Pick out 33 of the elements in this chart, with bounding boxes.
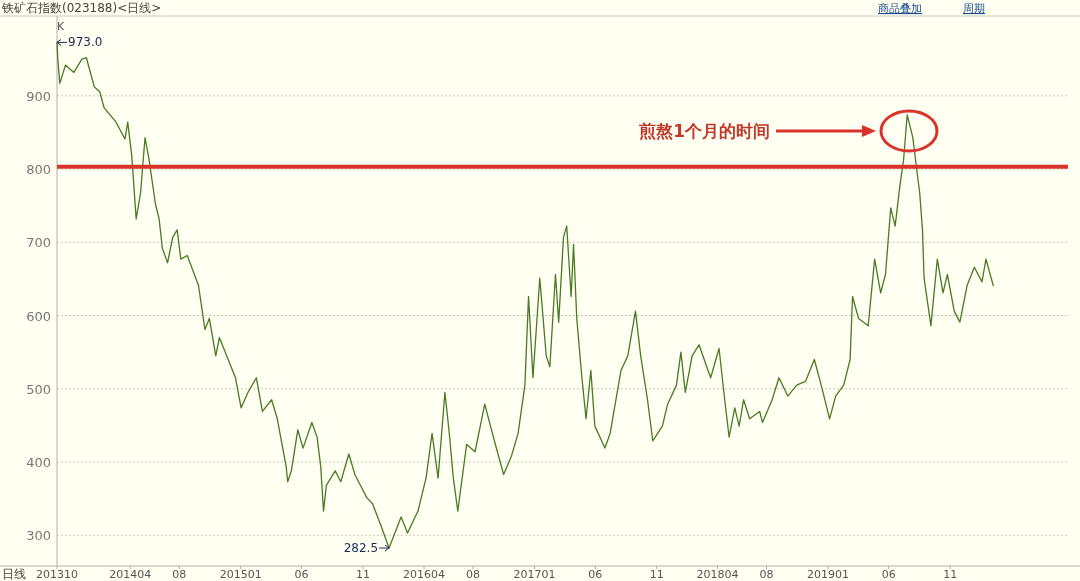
annotation: 商品叠加	[878, 2, 922, 15]
annotation: 282.5	[343, 541, 379, 556]
x-tick-label: 11	[943, 568, 958, 581]
x-tick-label: 11	[355, 568, 370, 581]
title: 铁矿石指数(023188)<日线>	[2, 1, 162, 15]
x-tick-label: 08	[759, 568, 774, 581]
x-tick-label: 06	[881, 568, 896, 581]
x-tick-label: 201604	[403, 568, 446, 581]
x-tick-label: 201404	[109, 568, 152, 581]
annotation: 日线	[2, 567, 26, 581]
x-tick-label: 201901	[807, 568, 850, 581]
x-tick-label: 08	[466, 568, 481, 581]
x-tick-label: 201701	[513, 568, 556, 581]
annotation: 973.0	[68, 35, 103, 50]
y-tick-label: 400	[26, 455, 51, 471]
annotation: 周期	[963, 2, 985, 15]
x-tick-label: 06	[294, 568, 309, 581]
annotation: 973.0	[56, 35, 103, 50]
y-tick-label: 800	[26, 162, 51, 178]
x-tick-label: 06	[588, 568, 603, 581]
annotation: 282.5	[343, 541, 390, 556]
annotation: 煎熬1个月的时间	[639, 121, 770, 141]
x-tick-label: 11	[649, 568, 664, 581]
x-tick-label: 201501	[219, 568, 262, 581]
y-tick-label: 900	[26, 88, 51, 104]
x-tick-label: 08	[172, 568, 187, 581]
annotation: K	[57, 20, 65, 33]
y-tick-label: 500	[26, 381, 51, 397]
x-tick-label: 201804	[696, 568, 739, 581]
x-tick-label: 201310	[36, 568, 78, 581]
y-tick-label: 300	[26, 528, 51, 544]
y-tick-label: 700	[26, 235, 51, 251]
y-tick-label: 600	[26, 308, 51, 324]
